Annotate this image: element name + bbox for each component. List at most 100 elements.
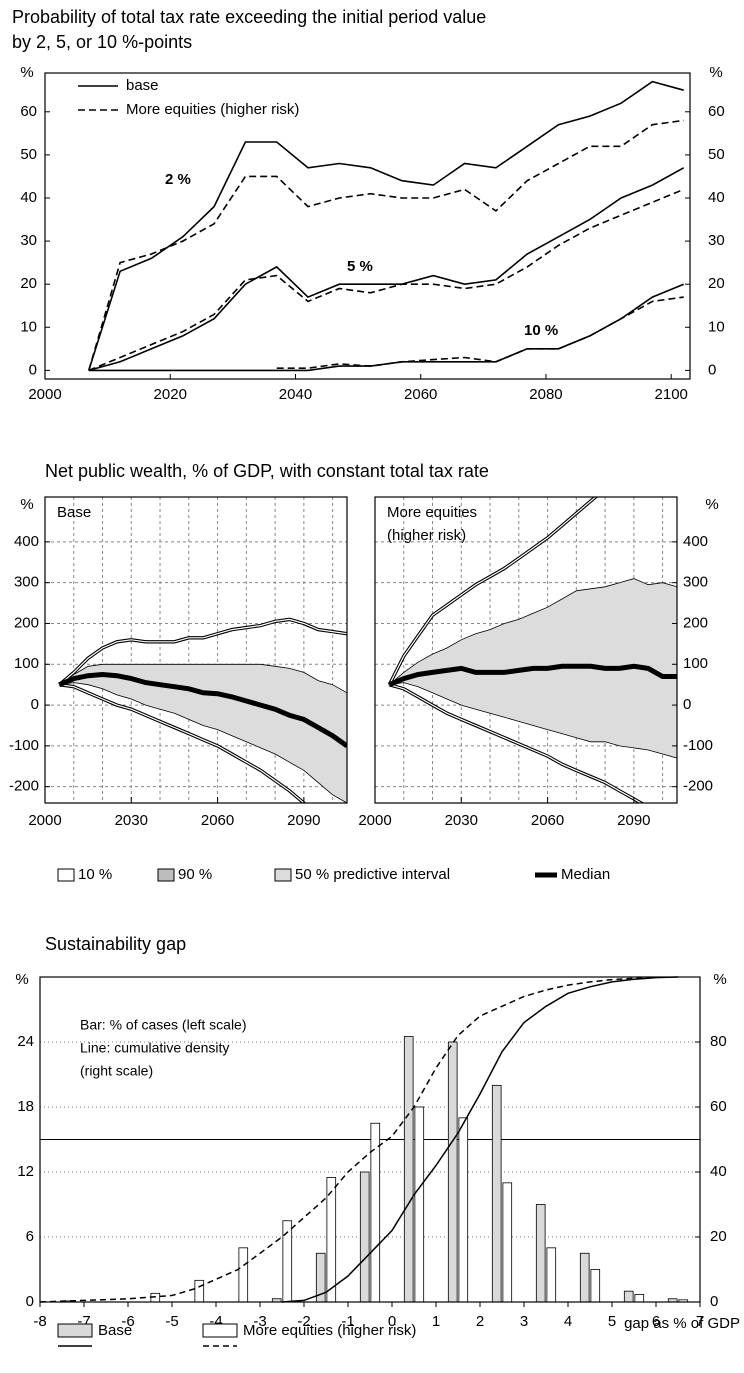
y-axis-label: % <box>15 971 28 988</box>
x-tick-label: 2090 <box>287 812 320 829</box>
panel <box>375 497 677 803</box>
cumulative-line <box>281 976 679 1303</box>
y-tick-label: 0 <box>26 1293 34 1310</box>
y-tick-label: 10 <box>20 318 37 335</box>
line <box>276 296 684 369</box>
legend-label: base <box>126 77 159 94</box>
x-tick-label: 2000 <box>28 812 61 829</box>
x-tick-label: 3 <box>520 1313 528 1330</box>
x-tick-label: 2060 <box>404 386 437 403</box>
bar <box>590 1269 601 1303</box>
legend-label: Base <box>98 1322 132 1339</box>
bar <box>491 1084 502 1303</box>
x-tick-label: 6 <box>652 1313 660 1330</box>
y-tick-label: 0 <box>29 361 37 378</box>
legend-label: 90 % <box>178 866 212 883</box>
chart-title: by 2, 5, or 10 %-points <box>12 32 192 52</box>
y2-tick-label: 400 <box>683 533 708 550</box>
cumulative-line <box>39 976 657 1303</box>
x-tick-label: 2060 <box>201 812 234 829</box>
legend-swatch <box>202 1323 238 1338</box>
percentile-line-inner <box>59 618 347 686</box>
y2-tick-label: 200 <box>683 614 708 631</box>
y2-axis-label: % <box>709 64 722 81</box>
bar <box>502 1182 513 1303</box>
annotation: 10 % <box>524 322 558 339</box>
y-tick-label: 100 <box>14 655 39 672</box>
y-tick-label: 300 <box>14 574 39 591</box>
bar <box>623 1290 634 1303</box>
y-tick-label: 12 <box>17 1163 34 1180</box>
y-tick-label: 60 <box>20 103 37 120</box>
chart-title: Probability of total tax rate exceeding … <box>12 7 486 27</box>
x-tick-label: 2030 <box>115 812 148 829</box>
median-line <box>58 671 347 748</box>
y-tick-label: 30 <box>20 232 37 249</box>
bar <box>238 1247 249 1303</box>
line <box>88 167 685 372</box>
bar <box>326 1177 337 1303</box>
y-tick-label: 50 <box>20 146 37 163</box>
bar <box>458 1117 469 1303</box>
x-tick-label: 2000 <box>28 386 61 403</box>
bar <box>447 1041 458 1303</box>
y2-axis-label: % <box>713 971 726 988</box>
y2-tick-label: 0 <box>710 1293 718 1310</box>
x-tick-label: -8 <box>33 1313 46 1330</box>
bar <box>359 1171 370 1303</box>
interval-band <box>59 663 347 803</box>
percentile-line-inner <box>388 497 597 685</box>
plot-frame <box>39 976 701 1303</box>
bar <box>535 1204 546 1303</box>
y2-tick-label: 60 <box>708 103 725 120</box>
y2-tick-label: -200 <box>683 778 713 795</box>
annotation: (right scale) <box>80 1063 153 1079</box>
y-tick-label: 6 <box>26 1228 34 1245</box>
legend-label: More equities (higher risk) <box>243 1322 416 1339</box>
legend-label: Median <box>561 866 610 883</box>
x-tick-label: 1 <box>432 1313 440 1330</box>
y-tick-label: 200 <box>14 614 39 631</box>
y2-tick-label: 10 <box>708 318 725 335</box>
annotation: Bar: % of cases (left scale) <box>80 1017 247 1033</box>
x-tick-label: -6 <box>121 1313 134 1330</box>
legend-label: 50 % predictive interval <box>295 866 450 883</box>
annotation: 2 % <box>165 171 191 188</box>
annotation: Line: cumulative density <box>80 1040 229 1056</box>
bar <box>194 1279 205 1303</box>
median-line <box>388 663 677 688</box>
y2-tick-label: 100 <box>683 655 708 672</box>
y-axis-label: % <box>20 496 33 513</box>
x-tick-label: 4 <box>564 1313 572 1330</box>
panel-label: Base <box>57 504 91 521</box>
plot-frame <box>44 72 691 380</box>
x-tick-label: -1 <box>341 1313 354 1330</box>
line <box>88 283 685 372</box>
annotation: 5 % <box>347 258 373 275</box>
percentile-line-inner <box>389 684 643 803</box>
y2-tick-label: 20 <box>708 275 725 292</box>
y-tick-label: 40 <box>20 189 37 206</box>
legend-swatch <box>57 868 75 882</box>
x-tick-label: 2040 <box>279 386 312 403</box>
line <box>88 80 684 371</box>
x-tick-label: 2060 <box>531 812 564 829</box>
y2-tick-label: 0 <box>708 361 716 378</box>
percentile-line-inner <box>59 684 305 803</box>
x-tick-label: 2020 <box>154 386 187 403</box>
bar <box>634 1294 645 1303</box>
y-tick-label: -100 <box>9 737 39 754</box>
y-tick-label: 20 <box>20 275 37 292</box>
x-tick-label: 2 <box>476 1313 484 1330</box>
y-tick-label: 0 <box>31 696 39 713</box>
x-tick-label: 2030 <box>445 812 478 829</box>
x-tick-label: 2100 <box>655 386 688 403</box>
x-axis-label: gap as % of GDP <box>624 1315 740 1332</box>
x-tick-label: 5 <box>608 1313 616 1330</box>
y2-tick-label: 40 <box>708 189 725 206</box>
plot-frame <box>44 496 348 804</box>
y2-tick-label: -100 <box>683 737 713 754</box>
x-tick-label: 2080 <box>529 386 562 403</box>
y2-tick-label: 30 <box>708 232 725 249</box>
y2-axis-label: % <box>705 496 718 513</box>
